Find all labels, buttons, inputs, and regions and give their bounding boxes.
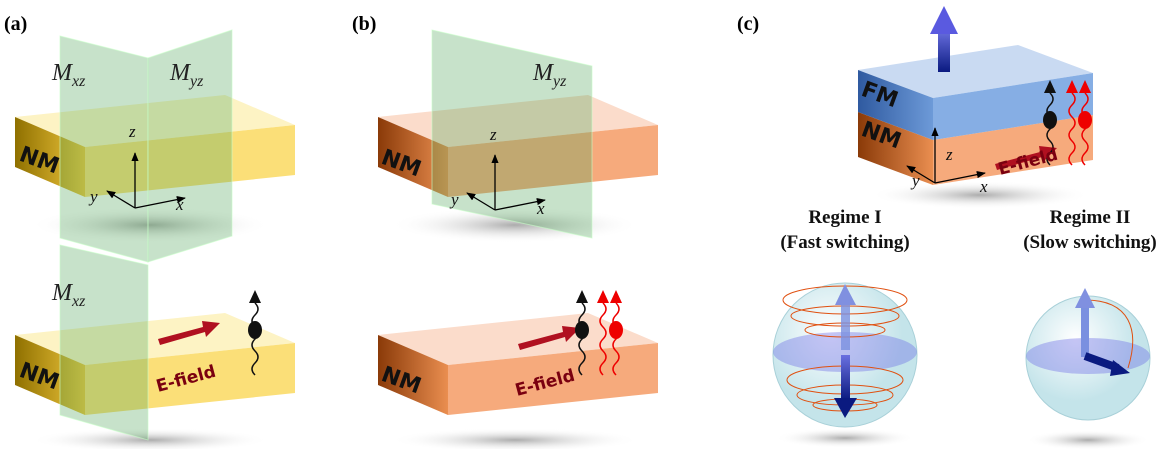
mirror-plane	[431, 29, 593, 239]
spin-arrow	[597, 290, 609, 303]
regime-subtitle: (Slow switching)	[1023, 232, 1157, 253]
plane-symbol: M	[169, 60, 192, 86]
regime-subtitle: (Fast switching)	[780, 232, 909, 253]
plane-label: Mxz	[51, 280, 86, 310]
spin-arrow	[1044, 80, 1056, 93]
mirror-plane	[59, 35, 149, 263]
plane-subscript: yz	[551, 73, 567, 90]
block-left	[15, 117, 85, 197]
block-top	[858, 45, 1093, 98]
magnetization-arrow	[841, 355, 850, 400]
magnetization-arrow	[1075, 288, 1095, 308]
axis	[106, 190, 136, 209]
plane-subscript: yz	[188, 73, 204, 90]
plane-subscript: xz	[71, 73, 86, 90]
drawing	[15, 6, 1151, 449]
field-arrow	[995, 146, 1057, 170]
magnetization-arrow	[841, 300, 850, 350]
magnetization-arrow	[938, 30, 950, 72]
axis-label: x	[536, 199, 545, 218]
spin-arrow	[1079, 80, 1091, 93]
shadow	[390, 428, 640, 449]
spin-arrow	[576, 290, 588, 303]
axis	[934, 171, 986, 184]
panel-label: (b)	[352, 13, 376, 35]
block-right	[448, 125, 658, 197]
trajectory	[1084, 299, 1134, 369]
block-left	[15, 335, 85, 415]
axis	[906, 165, 936, 184]
field-arrow	[158, 321, 220, 345]
block-top	[378, 95, 658, 147]
spin-arrow	[610, 290, 622, 303]
magnetization-arrow	[835, 284, 856, 305]
mirror-plane	[147, 29, 233, 263]
block-right	[933, 115, 1093, 185]
shadow	[870, 181, 1090, 209]
block-left	[378, 117, 448, 197]
spin-arrow	[1066, 80, 1078, 93]
axis-label: y	[88, 187, 98, 206]
regime-title: Regime II	[1050, 207, 1131, 228]
axis-label: y	[449, 190, 459, 209]
block-top	[15, 313, 295, 365]
mirror-plane	[59, 244, 149, 441]
panel-label: (c)	[737, 13, 759, 35]
spin-ball	[1078, 111, 1092, 129]
equator	[773, 332, 917, 372]
spin-ball	[609, 321, 623, 339]
block-right	[85, 343, 295, 415]
plane-label: Myz	[169, 60, 204, 90]
axis-label: x	[979, 177, 988, 196]
block-top	[15, 95, 295, 147]
axis-label: z	[489, 125, 497, 144]
panel-label: (a)	[4, 13, 27, 35]
spin-arrow	[249, 290, 261, 303]
plane-symbol: M	[532, 60, 555, 86]
axis-label: x	[175, 195, 184, 214]
block-left	[858, 70, 933, 140]
magnetization-arrow	[834, 398, 857, 418]
spin-wave	[1068, 92, 1076, 166]
magnetization-arrow	[930, 6, 958, 34]
axis	[466, 192, 496, 211]
spin-ball	[575, 321, 589, 339]
axis-label: z	[945, 145, 953, 164]
field-arrow	[518, 326, 580, 350]
shadow	[30, 207, 270, 243]
spin-ball	[248, 321, 262, 339]
spin-ball	[1043, 111, 1057, 129]
axis	[494, 198, 546, 211]
block-left	[378, 335, 448, 415]
plane-label: Mxz	[51, 60, 86, 90]
plane-label: Myz	[532, 60, 567, 90]
spin-wave	[599, 302, 607, 376]
shadow	[390, 207, 640, 243]
shadow	[1026, 430, 1150, 449]
block-right	[85, 125, 295, 197]
axis	[134, 196, 186, 209]
plane-subscript: xz	[71, 293, 86, 310]
plane-symbol: M	[51, 60, 74, 86]
magnetization-arrow	[1081, 305, 1089, 357]
plane-symbol: M	[51, 280, 74, 306]
axis-label: y	[910, 171, 920, 190]
shadow	[775, 428, 915, 448]
magnetization-arrow	[1110, 360, 1130, 376]
axis-label: z	[128, 122, 136, 141]
regime-title: Regime I	[808, 207, 881, 228]
shadow	[30, 428, 270, 449]
